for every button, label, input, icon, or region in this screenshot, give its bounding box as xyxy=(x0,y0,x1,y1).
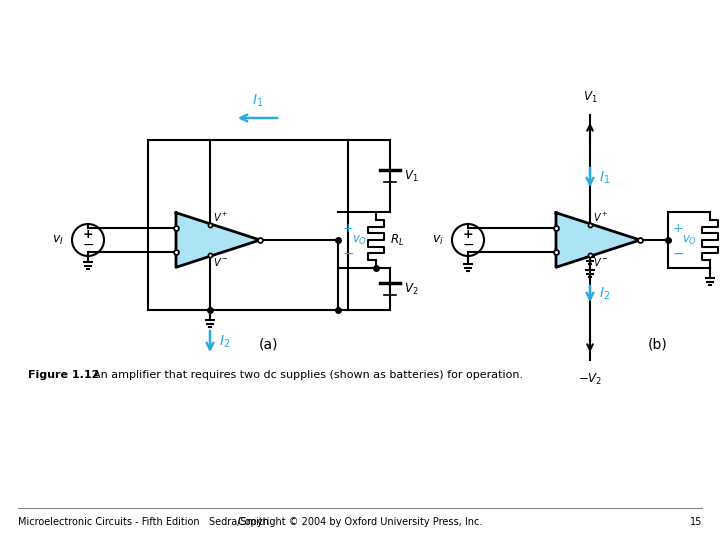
Text: An amplifier that requires two dc supplies (shown as batteries) for operation.: An amplifier that requires two dc suppli… xyxy=(86,370,523,380)
Text: Figure 1.12: Figure 1.12 xyxy=(28,370,99,380)
Text: +: + xyxy=(83,228,94,241)
Text: $v_i$: $v_i$ xyxy=(432,233,444,247)
Text: $v_O$: $v_O$ xyxy=(682,233,697,247)
Text: $R_L$: $R_L$ xyxy=(390,232,404,247)
Text: Microelectronic Circuits - Fifth Edition   Sedra/Smith: Microelectronic Circuits - Fifth Edition… xyxy=(18,517,269,527)
Text: $V^-$: $V^-$ xyxy=(593,256,608,268)
Text: $V_1$: $V_1$ xyxy=(582,90,598,105)
Text: −: − xyxy=(343,247,355,261)
Text: $V^+$: $V^+$ xyxy=(213,211,229,224)
Polygon shape xyxy=(556,213,640,267)
Polygon shape xyxy=(176,213,260,267)
Text: −: − xyxy=(673,247,685,261)
Text: $I_2$: $I_2$ xyxy=(599,286,611,302)
Text: $v_O$: $v_O$ xyxy=(352,233,367,247)
Text: +: + xyxy=(673,221,683,234)
Text: +: + xyxy=(343,221,354,234)
Text: −: − xyxy=(462,238,474,252)
Text: $V^+$: $V^+$ xyxy=(593,211,608,224)
Text: $-V_2$: $-V_2$ xyxy=(578,372,602,387)
Text: (a): (a) xyxy=(258,338,278,352)
Text: $I_1$: $I_1$ xyxy=(252,92,264,109)
Text: $I_2$: $I_2$ xyxy=(219,333,230,350)
Text: −: − xyxy=(82,238,94,252)
Text: $V_1$: $V_1$ xyxy=(404,168,418,184)
Text: Copyright © 2004 by Oxford University Press, Inc.: Copyright © 2004 by Oxford University Pr… xyxy=(238,517,482,527)
Text: $I_1$: $I_1$ xyxy=(599,170,611,186)
Text: $v_I$: $v_I$ xyxy=(53,233,64,247)
Text: $V_2$: $V_2$ xyxy=(404,281,418,296)
Text: 15: 15 xyxy=(690,517,702,527)
Text: (b): (b) xyxy=(648,338,668,352)
Text: +: + xyxy=(463,228,473,241)
Text: $V^-$: $V^-$ xyxy=(213,256,229,268)
